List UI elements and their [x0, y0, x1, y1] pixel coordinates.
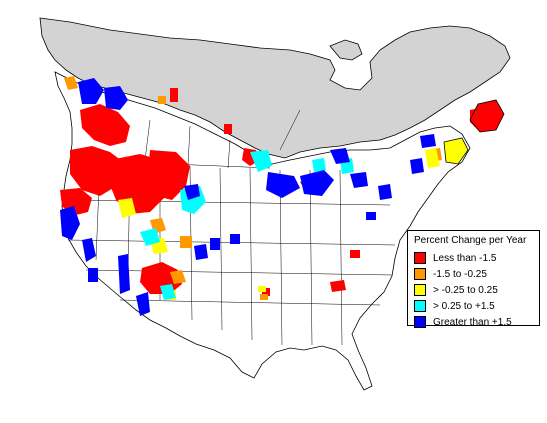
legend-label: Greater than +1.5: [433, 316, 512, 328]
legend-swatch-orange: [414, 268, 426, 280]
legend-swatch-cyan: [414, 300, 426, 312]
cells-neg0.25-to-0.25: [118, 148, 440, 300]
legend-item-0.25-to-1.5: > 0.25 to +1.5: [414, 298, 533, 314]
legend-item-neg1.5-to-neg0.25: -1.5 to -0.25: [414, 266, 533, 282]
legend-label: > -0.25 to 0.25: [433, 284, 498, 296]
legend-swatch-blue: [414, 316, 426, 328]
cells-greater-than-1.5: [60, 78, 436, 316]
legend-label: > 0.25 to +1.5: [433, 300, 495, 312]
eastern-islands: [443, 99, 505, 165]
legend-label: Less than -1.5: [433, 252, 497, 264]
legend: Percent Change per Year Less than -1.5 -…: [407, 230, 540, 328]
legend-item-less-than-neg1.5: Less than -1.5: [414, 250, 533, 266]
legend-swatch-red: [414, 252, 426, 264]
legend-item-greater-than-1.5: Greater than +1.5: [414, 314, 533, 330]
legend-title: Percent Change per Year: [414, 235, 527, 246]
northern-gray-region: [39, 17, 511, 159]
legend-swatch-yellow: [414, 284, 426, 296]
legend-item-neg0.25-to-0.25: > -0.25 to 0.25: [414, 282, 533, 298]
legend-label: -1.5 to -0.25: [433, 268, 487, 280]
